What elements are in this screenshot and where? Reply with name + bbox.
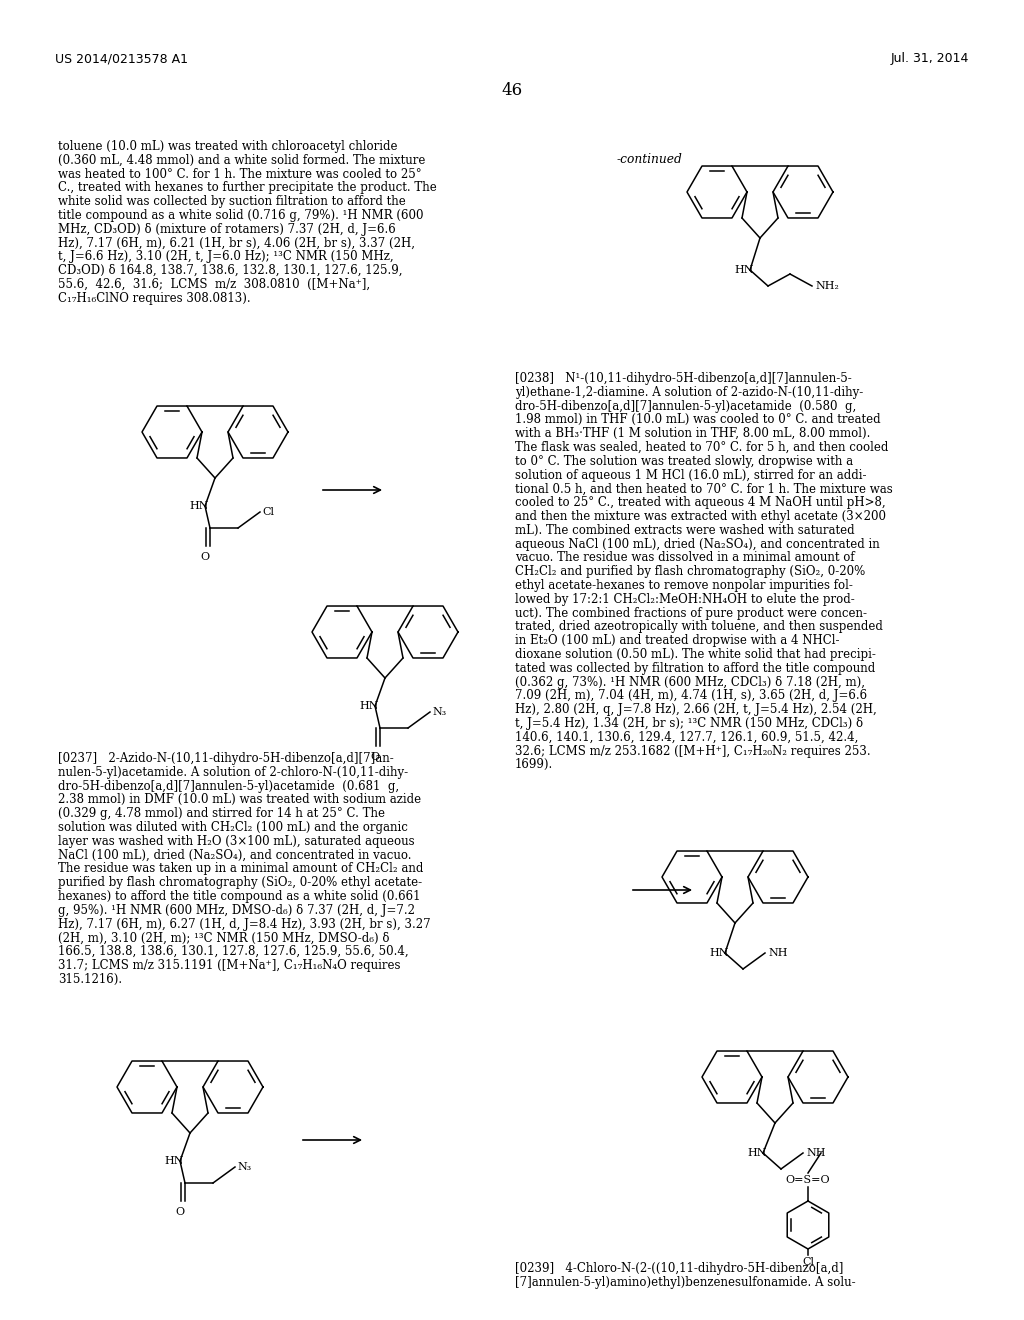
- Text: US 2014/0213578 A1: US 2014/0213578 A1: [55, 51, 188, 65]
- Text: Hz), 2.80 (2H, q, J=7.8 Hz), 2.66 (2H, t, J=5.4 Hz), 2.54 (2H,: Hz), 2.80 (2H, q, J=7.8 Hz), 2.66 (2H, t…: [515, 704, 877, 717]
- Text: Jul. 31, 2014: Jul. 31, 2014: [891, 51, 969, 65]
- Text: NH: NH: [806, 1148, 825, 1158]
- Text: t, J=6.6 Hz), 3.10 (2H, t, J=6.0 Hz); ¹³C NMR (150 MHz,: t, J=6.6 Hz), 3.10 (2H, t, J=6.0 Hz); ¹³…: [58, 251, 393, 264]
- Text: white solid was collected by suction filtration to afford the: white solid was collected by suction fil…: [58, 195, 406, 209]
- Text: solution was diluted with CH₂Cl₂ (100 mL) and the organic: solution was diluted with CH₂Cl₂ (100 mL…: [58, 821, 408, 834]
- Text: Hz), 7.17 (6H, m), 6.21 (1H, br s), 4.06 (2H, br s), 3.37 (2H,: Hz), 7.17 (6H, m), 6.21 (1H, br s), 4.06…: [58, 236, 415, 249]
- Text: mL). The combined extracts were washed with saturated: mL). The combined extracts were washed w…: [515, 524, 855, 537]
- Text: O: O: [201, 552, 210, 562]
- Text: NH₂: NH₂: [815, 281, 839, 290]
- Text: HN: HN: [709, 948, 728, 958]
- Text: NH: NH: [768, 948, 787, 958]
- Text: toluene (10.0 mL) was treated with chloroacetyl chloride: toluene (10.0 mL) was treated with chlor…: [58, 140, 397, 153]
- Text: 140.6, 140.1, 130.6, 129.4, 127.7, 126.1, 60.9, 51.5, 42.4,: 140.6, 140.1, 130.6, 129.4, 127.7, 126.1…: [515, 731, 858, 743]
- Text: purified by flash chromatography (SiO₂, 0-20% ethyl acetate-: purified by flash chromatography (SiO₂, …: [58, 876, 422, 890]
- Text: (0.362 g, 73%). ¹H NMR (600 MHz, CDCl₃) δ 7.18 (2H, m),: (0.362 g, 73%). ¹H NMR (600 MHz, CDCl₃) …: [515, 676, 865, 689]
- Text: title compound as a white solid (0.716 g, 79%). ¹H NMR (600: title compound as a white solid (0.716 g…: [58, 209, 424, 222]
- Text: HN: HN: [189, 502, 209, 511]
- Text: The flask was sealed, heated to 70° C. for 5 h, and then cooled: The flask was sealed, heated to 70° C. f…: [515, 441, 889, 454]
- Text: [0237]   2-Azido-N-(10,11-dihydro-5H-dibenzo[a,d][7]an-: [0237] 2-Azido-N-(10,11-dihydro-5H-diben…: [58, 752, 394, 766]
- Text: layer was washed with H₂O (3×100 mL), saturated aqueous: layer was washed with H₂O (3×100 mL), sa…: [58, 834, 415, 847]
- Text: HN: HN: [359, 701, 379, 711]
- Text: tated was collected by filtration to afford the title compound: tated was collected by filtration to aff…: [515, 661, 876, 675]
- Text: CH₂Cl₂ and purified by flash chromatography (SiO₂, 0-20%: CH₂Cl₂ and purified by flash chromatogra…: [515, 565, 865, 578]
- Text: and then the mixture was extracted with ethyl acetate (3×200: and then the mixture was extracted with …: [515, 510, 886, 523]
- Text: HN: HN: [734, 265, 754, 275]
- Text: dro-5H-dibenzo[a,d][7]annulen-5-yl)acetamide  (0.681  g,: dro-5H-dibenzo[a,d][7]annulen-5-yl)aceta…: [58, 780, 399, 792]
- Text: 2.38 mmol) in DMF (10.0 mL) was treated with sodium azide: 2.38 mmol) in DMF (10.0 mL) was treated …: [58, 793, 421, 807]
- Text: N₃: N₃: [237, 1162, 251, 1172]
- Text: trated, dried azeotropically with toluene, and then suspended: trated, dried azeotropically with toluen…: [515, 620, 883, 634]
- Text: aqueous NaCl (100 mL), dried (Na₂SO₄), and concentrated in: aqueous NaCl (100 mL), dried (Na₂SO₄), a…: [515, 537, 880, 550]
- Text: Cl: Cl: [802, 1257, 814, 1267]
- Text: tional 0.5 h, and then heated to 70° C. for 1 h. The mixture was: tional 0.5 h, and then heated to 70° C. …: [515, 482, 893, 495]
- Text: HN: HN: [746, 1148, 767, 1158]
- Text: 315.1216).: 315.1216).: [58, 973, 122, 986]
- Text: O=S=O: O=S=O: [785, 1175, 830, 1185]
- Text: 31.7; LCMS m/z 315.1191 ([M+Na⁺], C₁₇H₁₆N₄O requires: 31.7; LCMS m/z 315.1191 ([M+Na⁺], C₁₇H₁₆…: [58, 960, 400, 972]
- Text: cooled to 25° C., treated with aqueous 4 M NaOH until pH>8,: cooled to 25° C., treated with aqueous 4…: [515, 496, 886, 510]
- Text: vacuo. The residue was dissolved in a minimal amount of: vacuo. The residue was dissolved in a mi…: [515, 552, 855, 565]
- Text: MHz, CD₃OD) δ (mixture of rotamers) 7.37 (2H, d, J=6.6: MHz, CD₃OD) δ (mixture of rotamers) 7.37…: [58, 223, 395, 236]
- Text: -continued: -continued: [617, 153, 683, 166]
- Text: [0238]   N¹-(10,11-dihydro-5H-dibenzo[a,d][7]annulen-5-: [0238] N¹-(10,11-dihydro-5H-dibenzo[a,d]…: [515, 372, 852, 385]
- Text: 1.98 mmol) in THF (10.0 mL) was cooled to 0° C. and treated: 1.98 mmol) in THF (10.0 mL) was cooled t…: [515, 413, 881, 426]
- Text: (0.329 g, 4.78 mmol) and stirred for 14 h at 25° C. The: (0.329 g, 4.78 mmol) and stirred for 14 …: [58, 808, 385, 820]
- Text: O: O: [371, 752, 380, 762]
- Text: [0239]   4-Chloro-N-(2-((10,11-dihydro-5H-dibenzo[a,d]: [0239] 4-Chloro-N-(2-((10,11-dihydro-5H-…: [515, 1262, 844, 1275]
- Text: (2H, m), 3.10 (2H, m); ¹³C NMR (150 MHz, DMSO-d₆) δ: (2H, m), 3.10 (2H, m); ¹³C NMR (150 MHz,…: [58, 932, 389, 944]
- Text: ethyl acetate-hexanes to remove nonpolar impurities fol-: ethyl acetate-hexanes to remove nonpolar…: [515, 579, 853, 591]
- Text: solution of aqueous 1 M HCl (16.0 mL), stirred for an addi-: solution of aqueous 1 M HCl (16.0 mL), s…: [515, 469, 866, 482]
- Text: 46: 46: [502, 82, 522, 99]
- Text: t, J=5.4 Hz), 1.34 (2H, br s); ¹³C NMR (150 MHz, CDCl₃) δ: t, J=5.4 Hz), 1.34 (2H, br s); ¹³C NMR (…: [515, 717, 863, 730]
- Text: Cl: Cl: [262, 507, 274, 517]
- Text: dioxane solution (0.50 mL). The white solid that had precipi-: dioxane solution (0.50 mL). The white so…: [515, 648, 876, 661]
- Text: (0.360 mL, 4.48 mmol) and a white solid formed. The mixture: (0.360 mL, 4.48 mmol) and a white solid …: [58, 154, 425, 166]
- Text: g, 95%). ¹H NMR (600 MHz, DMSO-d₆) δ 7.37 (2H, d, J=7.2: g, 95%). ¹H NMR (600 MHz, DMSO-d₆) δ 7.3…: [58, 904, 415, 917]
- Text: yl)ethane-1,2-diamine. A solution of 2-azido-N-(10,11-dihy-: yl)ethane-1,2-diamine. A solution of 2-a…: [515, 385, 863, 399]
- Text: 7.09 (2H, m), 7.04 (4H, m), 4.74 (1H, s), 3.65 (2H, d, J=6.6: 7.09 (2H, m), 7.04 (4H, m), 4.74 (1H, s)…: [515, 689, 867, 702]
- Text: [7]annulen-5-yl)amino)ethyl)benzenesulfonamide. A solu-: [7]annulen-5-yl)amino)ethyl)benzenesulfo…: [515, 1276, 856, 1288]
- Text: HN: HN: [164, 1156, 183, 1166]
- Text: in Et₂O (100 mL) and treated dropwise with a 4 NHCl-: in Et₂O (100 mL) and treated dropwise wi…: [515, 634, 840, 647]
- Text: lowed by 17:2:1 CH₂Cl₂:MeOH:NH₄OH to elute the prod-: lowed by 17:2:1 CH₂Cl₂:MeOH:NH₄OH to elu…: [515, 593, 855, 606]
- Text: 32.6; LCMS m/z 253.1682 ([M+H⁺], C₁₇H₂₀N₂ requires 253.: 32.6; LCMS m/z 253.1682 ([M+H⁺], C₁₇H₂₀N…: [515, 744, 870, 758]
- Text: 55.6,  42.6,  31.6;  LCMS  m/z  308.0810  ([M+Na⁺],: 55.6, 42.6, 31.6; LCMS m/z 308.0810 ([M+…: [58, 279, 370, 290]
- Text: N₃: N₃: [432, 708, 446, 717]
- Text: C., treated with hexanes to further precipitate the product. The: C., treated with hexanes to further prec…: [58, 181, 437, 194]
- Text: dro-5H-dibenzo[a,d][7]annulen-5-yl)acetamide  (0.580  g,: dro-5H-dibenzo[a,d][7]annulen-5-yl)aceta…: [515, 400, 856, 413]
- Text: Hz), 7.17 (6H, m), 6.27 (1H, d, J=8.4 Hz), 3.93 (2H, br s), 3.27: Hz), 7.17 (6H, m), 6.27 (1H, d, J=8.4 Hz…: [58, 917, 431, 931]
- Text: NaCl (100 mL), dried (Na₂SO₄), and concentrated in vacuo.: NaCl (100 mL), dried (Na₂SO₄), and conce…: [58, 849, 412, 862]
- Text: 166.5, 138.8, 138.6, 130.1, 127.8, 127.6, 125.9, 55.6, 50.4,: 166.5, 138.8, 138.6, 130.1, 127.8, 127.6…: [58, 945, 409, 958]
- Text: CD₃OD) δ 164.8, 138.7, 138.6, 132.8, 130.1, 127.6, 125.9,: CD₃OD) δ 164.8, 138.7, 138.6, 132.8, 130…: [58, 264, 402, 277]
- Text: hexanes) to afford the title compound as a white solid (0.661: hexanes) to afford the title compound as…: [58, 890, 421, 903]
- Text: nulen-5-yl)acetamide. A solution of 2-chloro-N-(10,11-dihy-: nulen-5-yl)acetamide. A solution of 2-ch…: [58, 766, 409, 779]
- Text: was heated to 100° C. for 1 h. The mixture was cooled to 25°: was heated to 100° C. for 1 h. The mixtu…: [58, 168, 422, 181]
- Text: C₁₇H₁₆ClNO requires 308.0813).: C₁₇H₁₆ClNO requires 308.0813).: [58, 292, 251, 305]
- Text: O: O: [175, 1206, 184, 1217]
- Text: to 0° C. The solution was treated slowly, dropwise with a: to 0° C. The solution was treated slowly…: [515, 455, 853, 467]
- Text: uct). The combined fractions of pure product were concen-: uct). The combined fractions of pure pro…: [515, 607, 867, 619]
- Text: The residue was taken up in a minimal amount of CH₂Cl₂ and: The residue was taken up in a minimal am…: [58, 862, 423, 875]
- Text: 1699).: 1699).: [515, 759, 553, 771]
- Text: with a BH₃·THF (1 M solution in THF, 8.00 mL, 8.00 mmol).: with a BH₃·THF (1 M solution in THF, 8.0…: [515, 428, 870, 440]
